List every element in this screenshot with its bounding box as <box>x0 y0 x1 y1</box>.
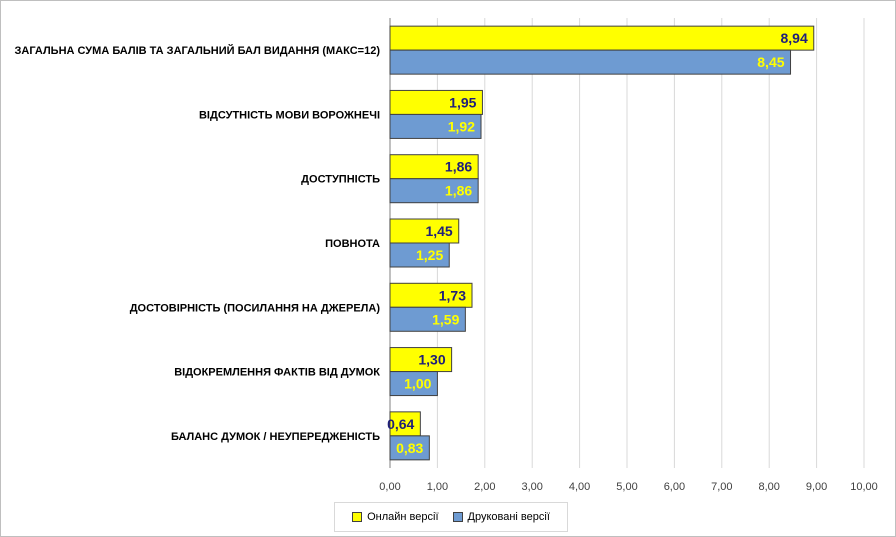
x-tick-label: 4,00 <box>569 481 590 493</box>
data-label-online: 1,86 <box>445 159 472 175</box>
x-tick-label: 5,00 <box>616 481 637 493</box>
data-label-print: 1,59 <box>432 311 459 327</box>
x-tick-label: 10,00 <box>850 481 878 493</box>
category-label: ДОСТУПНІСТЬ <box>301 174 380 186</box>
x-tick-label: 7,00 <box>711 481 732 493</box>
bar-print <box>389 113 482 139</box>
bar-online <box>389 154 479 180</box>
category-label: ДОСТОВІРНІСТЬ (ПОСИЛАННЯ НА ДЖЕРЕЛА) <box>130 302 381 314</box>
data-label-online: 1,73 <box>439 287 466 303</box>
data-label-online: 0,64 <box>387 416 414 432</box>
legend-swatch-print <box>452 512 463 522</box>
bar-online <box>389 347 453 373</box>
category-label: БАЛАНС ДУМОК / НЕУПЕРЕДЖЕНІСТЬ <box>171 431 380 443</box>
data-label-online: 1,30 <box>418 352 445 368</box>
bar-print <box>389 178 479 204</box>
bar-print <box>389 371 438 397</box>
data-label-online: 8,94 <box>781 30 808 46</box>
bar-print <box>389 306 466 332</box>
data-label-online: 1,45 <box>425 223 452 239</box>
bar-print <box>389 49 792 75</box>
x-tick-label: 8,00 <box>758 481 779 493</box>
legend-label-print: Друковані версії <box>467 511 550 523</box>
data-label-print: 1,00 <box>404 376 431 392</box>
data-label-print: 0,83 <box>396 440 423 456</box>
x-tick-label: 6,00 <box>664 481 685 493</box>
data-label-print: 1,92 <box>448 118 475 134</box>
legend-swatch-online <box>352 512 363 522</box>
data-label-print: 8,45 <box>757 54 784 70</box>
x-tick-label: 2,00 <box>474 481 495 493</box>
bar-online <box>389 89 483 115</box>
legend-item-print: Друковані версії <box>452 511 550 523</box>
chart-legend: Онлайн версії Друковані версії <box>334 502 568 532</box>
legend-label-online: Онлайн версії <box>367 511 439 523</box>
data-label-print: 1,86 <box>445 183 472 199</box>
category-label: ЗАГАЛЬНА СУМА БАЛІВ ТА ЗАГАЛЬНИЙ БАЛ ВИД… <box>14 44 380 57</box>
data-label-online: 1,95 <box>449 94 476 110</box>
x-tick-label: 1,00 <box>427 481 448 493</box>
bar-online <box>389 25 815 51</box>
x-tick-label: 0,00 <box>379 481 400 493</box>
legend-item-online: Онлайн версії <box>352 511 439 523</box>
data-label-print: 1,25 <box>416 247 443 263</box>
category-label: ПОВНОТА <box>325 238 380 250</box>
category-label: ВІДСУТНІСТЬ МОВИ ВОРОЖНЕЧІ <box>199 109 380 121</box>
x-tick-label: 3,00 <box>521 481 542 493</box>
x-tick-label: 9,00 <box>806 481 827 493</box>
bar-print <box>389 242 450 268</box>
bar-print <box>389 435 430 461</box>
category-label: ВІДОКРЕМЛЕННЯ ФАКТІВ ВІД ДУМОК <box>174 367 380 379</box>
